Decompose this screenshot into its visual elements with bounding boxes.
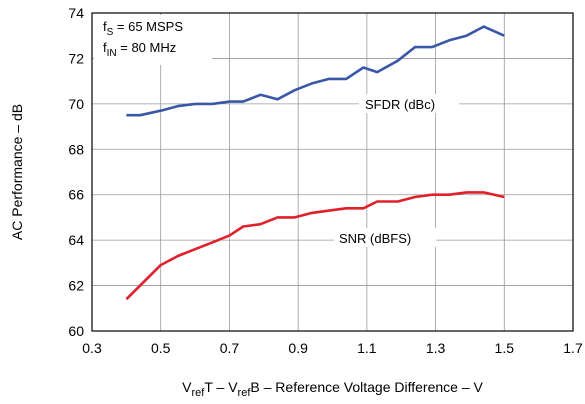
sfdr-series-label: SFDR (dBc) [365, 97, 435, 112]
annotation-fs: fS = 65 MSPS [103, 19, 183, 38]
x-tick-labels: 0.3 0.5 0.7 0.9 1.1 1.3 1.5 1.7 [82, 340, 583, 356]
x-tick-label-0.9: 0.9 [288, 340, 308, 356]
plot-frame [91, 12, 574, 332]
series-line-0 [126, 25, 505, 117]
x-axis-label: VrefT – VrefB – Reference Voltage Differ… [182, 379, 483, 399]
snr-series-label: SNR (dBFS) [339, 231, 411, 246]
annotation-box [94, 15, 212, 65]
series-group [125, 25, 505, 301]
y-tick-label-68: 68 [68, 141, 84, 157]
y-tick-label-72: 72 [68, 50, 84, 66]
y-axis-label: AC Performance – dB [9, 104, 25, 240]
x-tick-label-1.7: 1.7 [563, 340, 583, 356]
x-tick-label-1.1: 1.1 [357, 340, 377, 356]
sfdr-label-background [359, 94, 459, 113]
x-tick-label-1.5: 1.5 [495, 340, 515, 356]
x-tick-label-1.3: 1.3 [426, 340, 446, 356]
annotation-fin: fIN = 80 MHz [103, 40, 176, 59]
series-line-1 [125, 191, 505, 301]
y-tick-label-66: 66 [68, 187, 84, 203]
x-tick-label-0.7: 0.7 [220, 340, 240, 356]
y-tick-label-64: 64 [68, 232, 84, 248]
snr-label-background [334, 228, 436, 247]
x-tick-label-0.5: 0.5 [151, 340, 171, 356]
grid [91, 12, 574, 332]
y-tick-label-60: 60 [68, 323, 84, 339]
y-tick-labels: 60 62 64 66 68 70 72 74 [68, 5, 84, 339]
y-tick-label-62: 62 [68, 278, 84, 294]
y-tick-label-74: 74 [68, 5, 84, 21]
y-tick-label-70: 70 [68, 96, 84, 112]
x-tick-label-0.3: 0.3 [82, 340, 102, 356]
